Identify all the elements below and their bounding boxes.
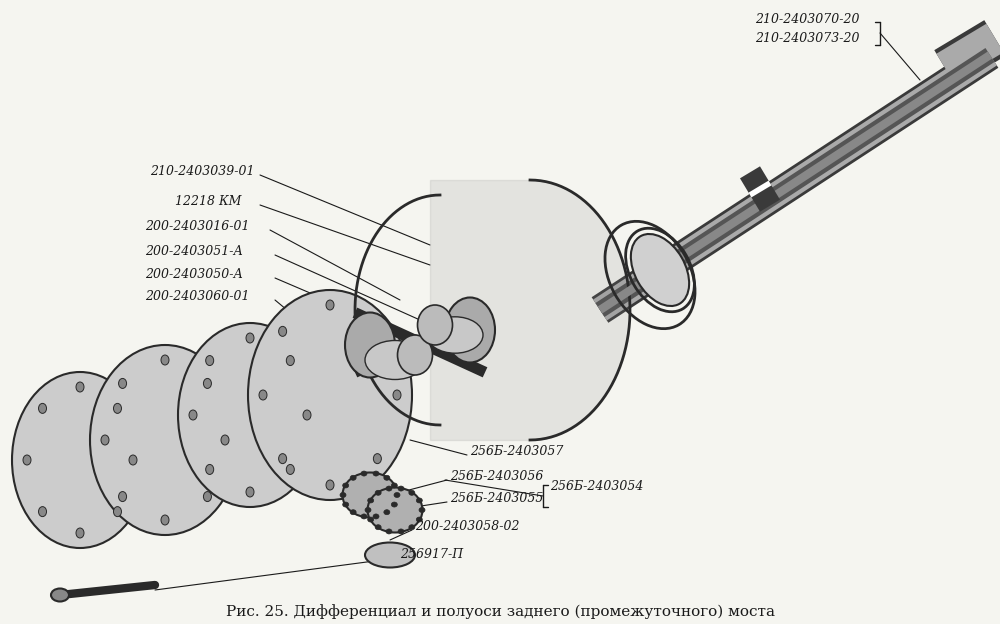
Ellipse shape [326, 480, 334, 490]
Ellipse shape [12, 372, 148, 548]
Ellipse shape [326, 300, 334, 310]
Ellipse shape [386, 486, 392, 491]
Ellipse shape [419, 507, 425, 512]
Ellipse shape [113, 507, 121, 517]
Ellipse shape [113, 403, 121, 413]
Ellipse shape [350, 510, 356, 515]
Text: 256Б-2403054: 256Б-2403054 [550, 480, 643, 493]
Ellipse shape [119, 492, 127, 502]
Ellipse shape [248, 290, 412, 500]
Ellipse shape [178, 323, 322, 507]
Ellipse shape [343, 502, 349, 507]
Ellipse shape [129, 455, 137, 465]
Ellipse shape [76, 382, 84, 392]
Ellipse shape [161, 515, 169, 525]
Ellipse shape [361, 514, 367, 519]
Ellipse shape [23, 455, 31, 465]
Ellipse shape [203, 492, 211, 502]
Text: 256Б-2403056: 256Б-2403056 [450, 470, 543, 483]
Ellipse shape [416, 517, 422, 522]
Ellipse shape [303, 410, 311, 420]
Text: 256Б-2403057: 256Б-2403057 [470, 445, 563, 458]
Ellipse shape [384, 475, 390, 480]
Ellipse shape [90, 345, 240, 535]
Ellipse shape [206, 464, 214, 474]
Ellipse shape [373, 514, 379, 519]
Ellipse shape [39, 507, 47, 517]
Text: 210-2403070-20: 210-2403070-20 [755, 13, 860, 26]
Ellipse shape [373, 454, 381, 464]
Ellipse shape [391, 483, 397, 488]
Ellipse shape [203, 378, 211, 388]
Ellipse shape [386, 529, 392, 534]
Ellipse shape [286, 356, 294, 366]
Text: 210-2403039-01: 210-2403039-01 [150, 165, 254, 178]
Ellipse shape [393, 390, 401, 400]
Ellipse shape [398, 335, 432, 375]
Text: 200-2403016-01: 200-2403016-01 [145, 220, 250, 233]
Ellipse shape [375, 490, 381, 495]
Ellipse shape [286, 464, 294, 474]
Text: 200-2403050-А: 200-2403050-А [145, 268, 243, 281]
Ellipse shape [246, 487, 254, 497]
Text: 200-2403051-А: 200-2403051-А [145, 245, 243, 258]
Ellipse shape [279, 326, 287, 336]
Ellipse shape [342, 472, 398, 517]
Ellipse shape [398, 529, 404, 534]
Ellipse shape [445, 298, 495, 363]
Ellipse shape [76, 528, 84, 538]
Ellipse shape [361, 471, 367, 476]
Ellipse shape [373, 326, 381, 336]
Ellipse shape [373, 471, 379, 476]
Text: Рис. 25. Дифференциал и полуоси заднего (промежуточного) моста: Рис. 25. Дифференциал и полуоси заднего … [226, 605, 774, 620]
Ellipse shape [394, 492, 400, 497]
Ellipse shape [345, 313, 395, 378]
Ellipse shape [221, 435, 229, 445]
Text: 200-2403058-02: 200-2403058-02 [415, 520, 520, 533]
Ellipse shape [368, 498, 374, 503]
Ellipse shape [161, 355, 169, 365]
Ellipse shape [391, 502, 397, 507]
Ellipse shape [101, 435, 109, 445]
Ellipse shape [398, 486, 404, 491]
Ellipse shape [409, 525, 415, 530]
Ellipse shape [51, 588, 69, 602]
Ellipse shape [365, 542, 415, 567]
Ellipse shape [246, 333, 254, 343]
Text: 256Б-2403055: 256Б-2403055 [450, 492, 543, 505]
Ellipse shape [418, 305, 452, 345]
Ellipse shape [384, 510, 390, 515]
Ellipse shape [340, 492, 346, 497]
Ellipse shape [279, 454, 287, 464]
Ellipse shape [368, 487, 422, 532]
Ellipse shape [365, 507, 371, 512]
Text: 12218 КМ: 12218 КМ [175, 195, 241, 208]
Ellipse shape [350, 475, 356, 480]
Ellipse shape [343, 483, 349, 488]
Ellipse shape [259, 390, 267, 400]
Ellipse shape [206, 356, 214, 366]
Ellipse shape [427, 317, 483, 353]
Ellipse shape [119, 378, 127, 388]
Ellipse shape [39, 403, 47, 413]
Ellipse shape [368, 517, 374, 522]
Ellipse shape [375, 525, 381, 530]
Text: 200-2403060-01: 200-2403060-01 [145, 290, 250, 303]
Ellipse shape [189, 410, 197, 420]
Ellipse shape [409, 490, 415, 495]
Ellipse shape [365, 341, 425, 379]
Text: 210-2403073-20: 210-2403073-20 [755, 32, 860, 45]
Ellipse shape [416, 498, 422, 503]
Text: 256917-П: 256917-П [400, 548, 463, 561]
Ellipse shape [631, 234, 689, 306]
